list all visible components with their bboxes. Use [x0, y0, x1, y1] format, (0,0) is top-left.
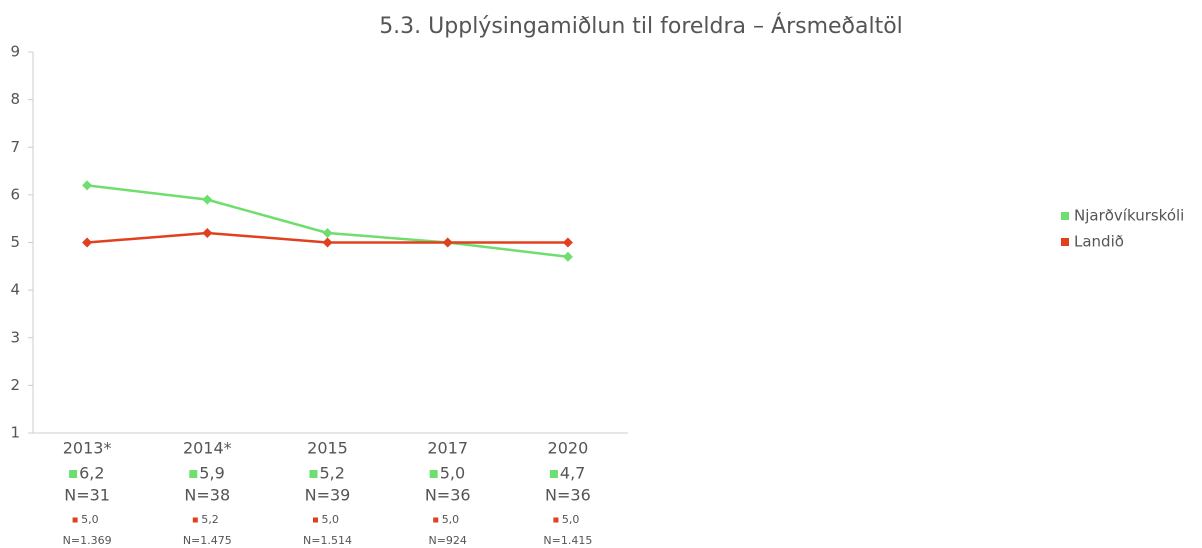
point-marker [322, 237, 333, 248]
x-tick-label: 2020 [548, 439, 589, 458]
n-label: N=1.514 [303, 534, 352, 547]
chart-title: 5.3. Upplýsingamiðlun til foreldra – Árs… [379, 13, 903, 39]
value-label: 5,2 [201, 513, 219, 526]
point-marker [82, 180, 93, 191]
value-label: 5,0 [562, 513, 580, 526]
n-label: N=31 [64, 486, 110, 505]
y-tick-label: 6 [10, 185, 20, 203]
n-label: N=39 [305, 486, 351, 505]
label-swatch [192, 517, 198, 523]
value-label: 5,0 [322, 513, 340, 526]
label-swatch [189, 470, 198, 478]
n-label: N=36 [425, 486, 471, 505]
n-label: N=38 [184, 486, 230, 505]
point-marker [442, 237, 453, 248]
y-tick-label: 1 [10, 424, 20, 442]
n-label: N=924 [428, 534, 466, 547]
value-label: 6,2 [79, 464, 104, 483]
value-label: 5,0 [442, 513, 460, 526]
legend-label: Njarðvíkurskóli [1074, 207, 1184, 225]
y-tick-label: 7 [10, 138, 20, 156]
value-label: 5,9 [199, 464, 224, 483]
legend-swatch [1061, 212, 1069, 220]
label-swatch [433, 517, 439, 523]
label-swatch [429, 470, 438, 478]
legend-swatch [1061, 238, 1069, 246]
y-tick-label: 4 [10, 281, 20, 299]
label-swatch [549, 470, 558, 478]
value-label: 4,7 [560, 464, 585, 483]
label-swatch [72, 517, 78, 523]
point-marker [562, 237, 573, 248]
point-marker [202, 194, 213, 205]
label-swatch [69, 470, 78, 478]
label-swatch [313, 517, 318, 523]
n-label: N=1.369 [63, 534, 112, 547]
value-label: 5,2 [320, 464, 345, 483]
point-marker [562, 251, 573, 262]
x-tick-label: 2017 [427, 439, 468, 458]
x-tick-label: 2013* [63, 439, 112, 458]
value-label: 5,0 [440, 464, 465, 483]
value-label: 5,0 [81, 513, 99, 526]
n-label: N=36 [545, 486, 591, 505]
y-tick-label: 5 [10, 233, 20, 251]
y-tick-label: 8 [10, 90, 20, 108]
legend-label: Landið [1074, 233, 1124, 251]
x-tick-label: 2015 [307, 439, 348, 458]
y-tick-label: 9 [10, 43, 20, 61]
x-tick-label: 2014* [183, 439, 232, 458]
point-marker [82, 237, 93, 248]
y-tick-label: 3 [10, 328, 20, 346]
point-marker [202, 227, 213, 238]
label-swatch [553, 517, 559, 523]
label-swatch [309, 470, 318, 478]
point-marker [322, 227, 333, 238]
y-tick-label: 2 [10, 376, 20, 394]
n-label: N=1.475 [183, 534, 232, 547]
n-label: N=1.415 [543, 534, 592, 547]
